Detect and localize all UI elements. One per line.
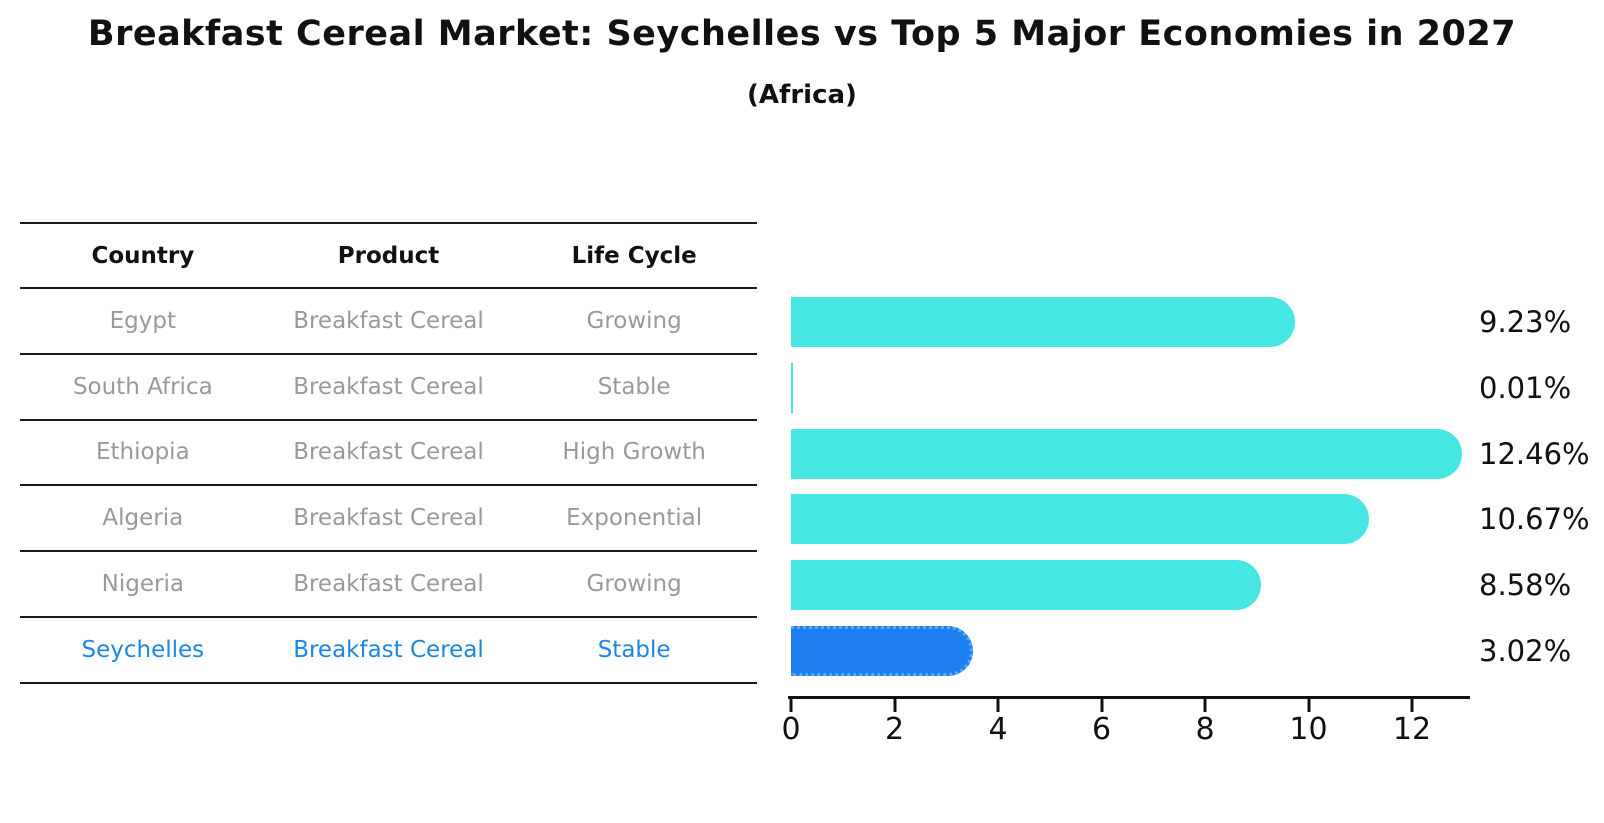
x-axis-tick	[893, 699, 896, 712]
bar-value-label: 8.58%	[1479, 568, 1572, 603]
bar-value-label: 10.67%	[1479, 502, 1590, 537]
bar	[791, 428, 1462, 479]
x-axis-tick	[1307, 699, 1310, 712]
bar-value-label: 3.02%	[1479, 634, 1572, 668]
bar-value-label: 9.23%	[1479, 305, 1572, 339]
x-axis-tick	[1410, 699, 1414, 712]
table-cell-product: Breakfast Cereal	[293, 636, 484, 663]
bar	[791, 297, 1295, 347]
x-axis-tick	[789, 699, 793, 712]
table-cell-product: Breakfast Cereal	[293, 307, 484, 334]
table-cell-country: Seychelles	[81, 636, 205, 663]
table-cell-product: Breakfast Cereal	[293, 505, 484, 532]
table-cell-country: Algeria	[102, 505, 184, 532]
x-axis-tick-label: 2	[884, 712, 905, 747]
table-row: Ethiopia Breakfast Cereal High Growth	[20, 421, 757, 487]
bar	[791, 560, 1261, 611]
table-cell-lifecycle: Growing	[586, 307, 682, 334]
table-row: Seychelles Breakfast Cereal Stable	[20, 618, 757, 684]
table-row: Egypt Breakfast Cereal Growing	[20, 289, 757, 355]
table-cell-lifecycle: Exponential	[566, 505, 703, 532]
table-cell-lifecycle: Stable	[597, 636, 671, 663]
chart-subtitle: (Africa)	[747, 80, 857, 110]
x-axis-tick-label: 8	[1195, 712, 1215, 747]
bar	[791, 362, 793, 413]
bar-value-label: 12.46%	[1479, 436, 1590, 471]
table-row: Nigeria Breakfast Cereal Growing	[20, 552, 757, 618]
bar-value-label: 0.01%	[1479, 370, 1572, 405]
x-axis-tick-label: 4	[988, 712, 1008, 747]
bar	[791, 494, 1370, 545]
x-axis-tick-label: 0	[781, 712, 801, 747]
x-axis-tick-label: 6	[1091, 712, 1112, 747]
table-header-cell: Country	[91, 242, 195, 269]
table-cell-country: Nigeria	[101, 571, 184, 598]
table-row: South Africa Breakfast Cereal Stable	[20, 355, 757, 421]
table-header-cell: Life Cycle	[571, 242, 697, 269]
x-axis-tick-label: 10	[1289, 712, 1328, 747]
x-axis-tick	[1100, 699, 1103, 712]
bar-highlight	[791, 626, 974, 676]
table-header-row: Country Product Life Cycle	[20, 222, 757, 289]
x-axis-tick	[996, 699, 1000, 712]
table-cell-product: Breakfast Cereal	[293, 373, 484, 400]
table-cell-product: Breakfast Cereal	[293, 571, 484, 598]
x-axis-tick-label: 12	[1392, 712, 1432, 747]
chart-title: Breakfast Cereal Market: Seychelles vs T…	[87, 14, 1517, 54]
table-cell-lifecycle: Stable	[597, 373, 671, 400]
table-cell-country: Egypt	[109, 307, 177, 334]
table-cell-lifecycle: High Growth	[562, 439, 706, 466]
table-cell-country: South Africa	[72, 373, 213, 400]
table-header-cell: Product	[337, 242, 440, 269]
table-cell-product: Breakfast Cereal	[293, 439, 484, 466]
table-cell-country: Ethiopia	[95, 439, 190, 466]
table-row: Algeria Breakfast Cereal Exponential	[20, 486, 757, 553]
x-axis-tick	[1203, 699, 1207, 712]
x-axis-line	[788, 696, 1470, 699]
table-cell-lifecycle: Growing	[586, 571, 682, 598]
